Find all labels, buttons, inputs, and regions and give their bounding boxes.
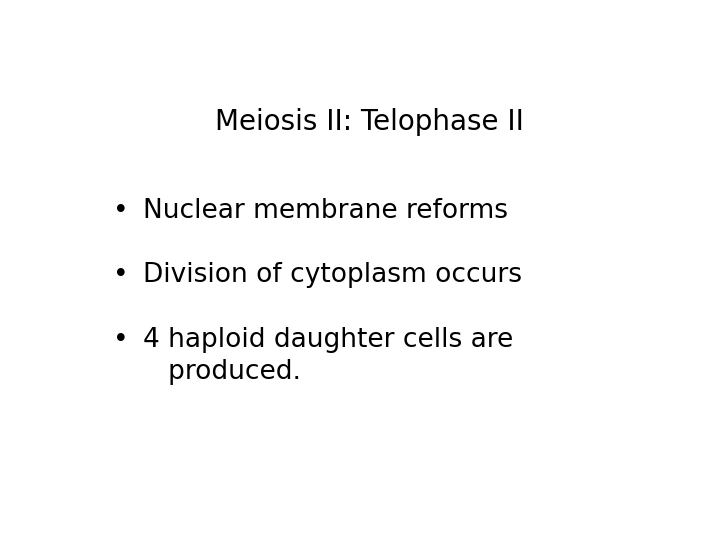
Text: •: •	[113, 327, 128, 353]
Text: Nuclear membrane reforms: Nuclear membrane reforms	[143, 198, 508, 224]
Text: Division of cytoplasm occurs: Division of cytoplasm occurs	[143, 262, 522, 288]
Text: 4 haploid daughter cells are
   produced.: 4 haploid daughter cells are produced.	[143, 327, 513, 385]
Text: •: •	[113, 262, 128, 288]
Text: •: •	[113, 198, 128, 224]
Text: Meiosis II: Telophase II: Meiosis II: Telophase II	[215, 109, 523, 137]
